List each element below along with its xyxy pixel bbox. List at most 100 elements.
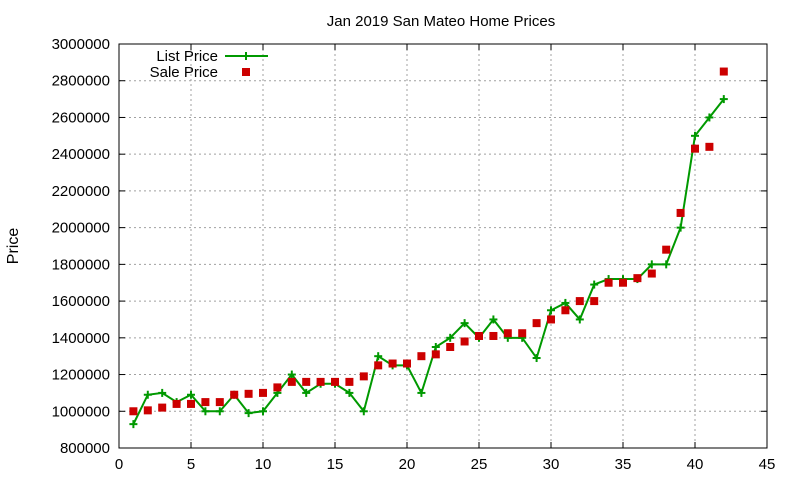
list-price-point [143,390,152,399]
sale-price-point [719,67,728,76]
y-tick-label: 2600000 [52,109,110,126]
sale-price-point [489,331,498,340]
sale-price-point [446,343,455,351]
list-price-point [129,420,138,429]
legend-label-list-price: List Price [156,48,218,65]
sale-price-point [475,331,483,340]
x-tick-label: 20 [399,456,416,473]
sale-price-point [460,337,469,346]
list-price-point [359,407,368,416]
sale-price-point [158,403,167,412]
legend: List Price Sale Price [150,48,268,81]
sale-price-point [417,352,426,361]
sale-price-point [647,269,656,278]
sale-price-point [143,406,152,415]
sale-price-point [244,389,253,398]
x-tick-label: 30 [543,456,560,473]
sale-price-point [201,398,210,407]
legend-swatch-list-price-marker [242,52,250,60]
list-price-point [259,407,267,416]
x-tick-label: 10 [255,456,272,473]
sale-price-point [561,306,570,315]
list-price-point [446,333,455,342]
sale-price-point [532,319,541,328]
x-tick-label: 25 [471,456,488,473]
sale-price-point [273,383,282,392]
axis-ticks: 800000 1000000 1200000 1400000 1600000 180000… [52,36,776,473]
sale-price-point [388,359,397,368]
y-tick-label: 1400000 [52,330,110,347]
x-tick-label: 5 [187,456,195,473]
y-tick-label: 2800000 [52,73,110,90]
y-tick-label: 800000 [60,440,110,457]
sale-price-point [575,297,584,306]
sale-price-point [259,388,267,397]
list-price-point [662,260,671,269]
list-price-point [561,298,570,307]
sale-price-point [503,329,512,338]
y-tick-label: 2000000 [52,220,110,237]
x-tick-label: 15 [327,456,344,473]
x-tick-label: 45 [759,456,776,473]
y-tick-label: 1600000 [52,293,110,310]
list-price-point [590,280,599,289]
list-price-point [287,370,296,379]
sale-price-point [331,377,339,386]
x-tick-label: 0 [115,456,123,473]
sale-price-point [619,278,627,287]
sale-price-point [230,390,239,399]
list-price-point [417,388,426,397]
y-tick-label: 1800000 [52,256,110,273]
sale-price-point [359,372,368,381]
list-price-point [719,95,728,104]
x-tick-label: 35 [615,456,632,473]
sale-price-point [633,274,642,283]
list-price-point [302,388,311,397]
sale-price-point [691,144,699,153]
list-price-point [691,131,699,140]
plot-series [129,67,728,429]
list-price-point [244,409,253,418]
sale-price-point [316,377,325,386]
list-price-point [532,354,541,363]
list-price-point [547,306,555,315]
list-price-point [431,343,440,351]
list-price-point [676,223,685,232]
sale-price-point [187,399,195,408]
sale-price-point [302,377,311,386]
sale-price-point [172,399,181,408]
plot-frame [118,43,768,449]
list-price-point [374,352,383,361]
sale-price-point [403,359,411,368]
list-price-point [705,113,714,122]
sale-price-point [676,208,685,217]
sale-price-point [345,377,354,386]
list-price-point [575,315,584,324]
list-price-line [132,98,725,425]
sale-price-point [215,398,224,407]
x-tick-label: 40 [687,456,704,473]
sale-price-point [547,315,555,324]
sale-price-point [431,350,440,359]
list-price-point [215,407,224,416]
sale-price-point [705,142,714,151]
sale-price-point [518,329,527,338]
chart-title: Jan 2019 San Mateo Home Prices [327,13,555,30]
list-price-point [460,319,469,328]
sale-price-point [287,377,296,386]
sale-price-point [129,407,138,416]
y-tick-label: 2200000 [52,183,110,200]
y-tick-label: 1000000 [52,403,110,420]
list-price-point [489,315,498,324]
sale-price-point [590,297,599,306]
list-price-point [187,390,195,399]
legend-swatch-sale-price [242,68,250,76]
sale-price-point [604,278,613,287]
y-tick-label: 2400000 [52,146,110,163]
list-price-point [647,260,656,269]
y-tick-label: 3000000 [52,36,110,53]
y-tick-label: 1200000 [52,367,110,384]
list-price-point [158,388,167,397]
y-axis-label: Price [5,228,22,265]
